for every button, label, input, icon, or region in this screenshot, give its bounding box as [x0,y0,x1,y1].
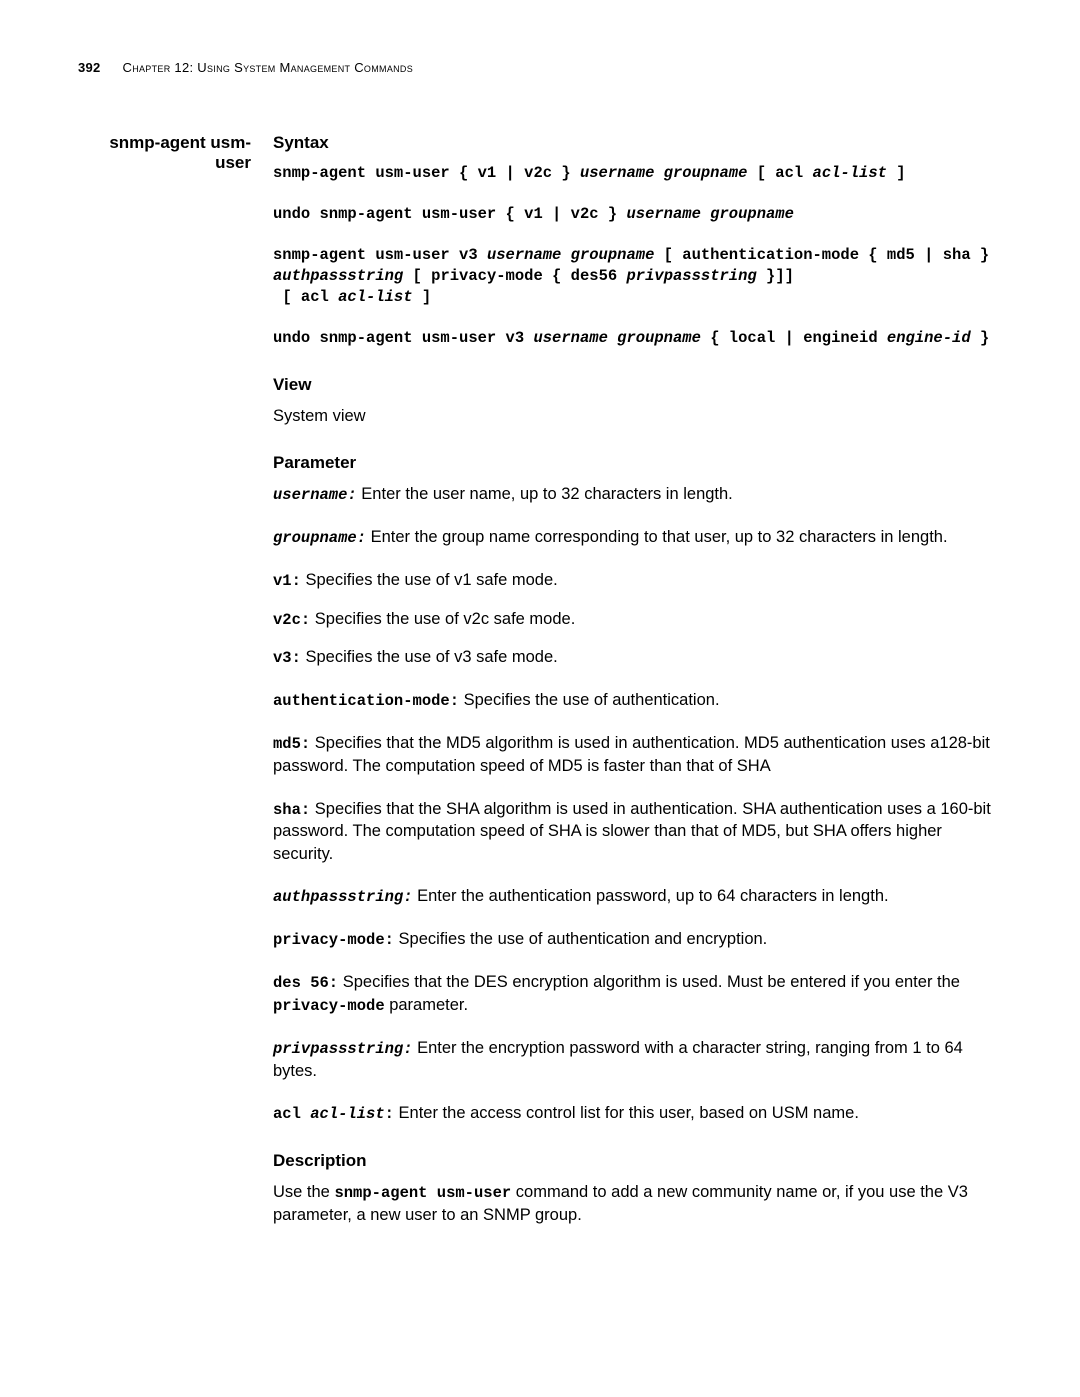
code-text: [ authentication-mode { md5 | sha } [654,246,998,264]
param-key: des 56: [273,974,338,992]
syntax-line-2: undo snmp-agent usm-user { v1 | v2c } us… [273,204,1000,225]
syntax-line-3: snmp-agent usm-user v3 username groupnam… [273,245,1000,308]
command-name: snmp-agent usm-user [78,133,251,173]
param-text: Specifies that the SHA algorithm is used… [273,800,991,863]
param-key: acl-list [310,1105,384,1123]
inline-code: snmp-agent usm-user [334,1184,511,1202]
description-heading: Description [273,1151,1000,1171]
code-text: undo snmp-agent usm-user v3 [273,329,533,347]
page-number: 392 [78,60,101,75]
param-key: : [385,1105,394,1123]
code-text: acl-list [813,164,887,182]
parameter-heading: Parameter [273,453,1000,473]
param-privmode: privacy-mode: Specifies the use of authe… [273,928,1000,951]
code-text: username groupname [487,246,654,264]
page-container: 392 Chapter 12: Using System Management … [0,0,1080,1306]
param-des: des 56: Specifies that the DES encryptio… [273,971,1000,1017]
param-privpass: privpassstring: Enter the encryption pas… [273,1037,1000,1082]
param-v2c: v2c: Specifies the use of v2c safe mode. [273,608,1000,631]
running-header: 392 Chapter 12: Using System Management … [78,60,1000,75]
param-authmode: authentication-mode: Specifies the use o… [273,689,1000,712]
code-text: privpassstring [626,267,756,285]
param-text: parameter. [385,996,468,1014]
main-row: snmp-agent usm-user Syntax snmp-agent us… [78,133,1000,1246]
param-text: Enter the authentication password, up to… [413,887,889,905]
param-key: privacy-mode: [273,931,394,949]
param-text: Specifies the use of authentication. [459,691,720,709]
param-sha: sha: Specifies that the SHA algorithm is… [273,798,1000,865]
param-key: v2c: [273,611,310,629]
description-text: Use the snmp-agent usm-user command to a… [273,1181,1000,1226]
desc-text: Use the [273,1183,334,1201]
content-column: Syntax snmp-agent usm-user { v1 | v2c } … [273,133,1000,1246]
param-key: md5: [273,735,310,753]
param-md5: md5: Specifies that the MD5 algorithm is… [273,732,1000,777]
param-text: Specifies the use of v2c safe mode. [310,610,575,628]
code-text: authpassstring [273,267,403,285]
code-text: [ privacy-mode { des56 [403,267,626,285]
param-key: authentication-mode: [273,692,459,710]
param-key: acl [273,1105,310,1123]
code-text: acl-list [338,288,412,306]
code-text: username groupname [626,205,793,223]
view-text: System view [273,405,1000,427]
param-key: groupname: [273,529,366,547]
code-text: engine-id [887,329,971,347]
code-text: username groupname [533,329,700,347]
param-text: Specifies the use of authentication and … [394,930,767,948]
syntax-line-1: snmp-agent usm-user { v1 | v2c } usernam… [273,163,1000,184]
param-authpass: authpassstring: Enter the authentication… [273,885,1000,908]
code-text: { local | engineid [701,329,887,347]
sidebar: snmp-agent usm-user [78,133,273,173]
param-username: username: Enter the user name, up to 32 … [273,483,1000,506]
param-v3: v3: Specifies the use of v3 safe mode. [273,646,1000,669]
code-text: } [971,329,990,347]
code-text: username groupname [580,164,747,182]
view-heading: View [273,375,1000,395]
param-v1: v1: Specifies the use of v1 safe mode. [273,569,1000,592]
code-text: snmp-agent usm-user { v1 | v2c } [273,164,580,182]
code-text: ] [887,164,906,182]
syntax-heading: Syntax [273,133,1000,153]
code-text: undo snmp-agent usm-user { v1 | v2c } [273,205,626,223]
param-key: privpassstring: [273,1040,413,1058]
code-text: snmp-agent usm-user v3 [273,246,487,264]
param-groupname: groupname: Enter the group name correspo… [273,526,1000,549]
syntax-line-4: undo snmp-agent usm-user v3 username gro… [273,328,1000,349]
param-key: authpassstring: [273,888,413,906]
code-text: ] [413,288,432,306]
param-text: Enter the user name, up to 32 characters… [357,485,733,503]
inline-code: privacy-mode [273,997,385,1015]
param-text: Specifies the use of v3 safe mode. [301,648,558,666]
chapter-title: Chapter 12: Using System Management Comm… [123,60,414,75]
param-key: username: [273,486,357,504]
param-acl: acl acl-list: Enter the access control l… [273,1102,1000,1125]
param-key: sha: [273,801,310,819]
param-text: Enter the group name corresponding to th… [366,528,948,546]
param-text: Specifies that the MD5 algorithm is used… [273,734,990,775]
param-text: Specifies that the DES encryption algori… [338,973,960,991]
param-text: Enter the access control list for this u… [394,1104,859,1122]
code-text: [ acl [747,164,812,182]
param-key: v3: [273,649,301,667]
param-key: v1: [273,572,301,590]
param-text: Specifies the use of v1 safe mode. [301,571,558,589]
